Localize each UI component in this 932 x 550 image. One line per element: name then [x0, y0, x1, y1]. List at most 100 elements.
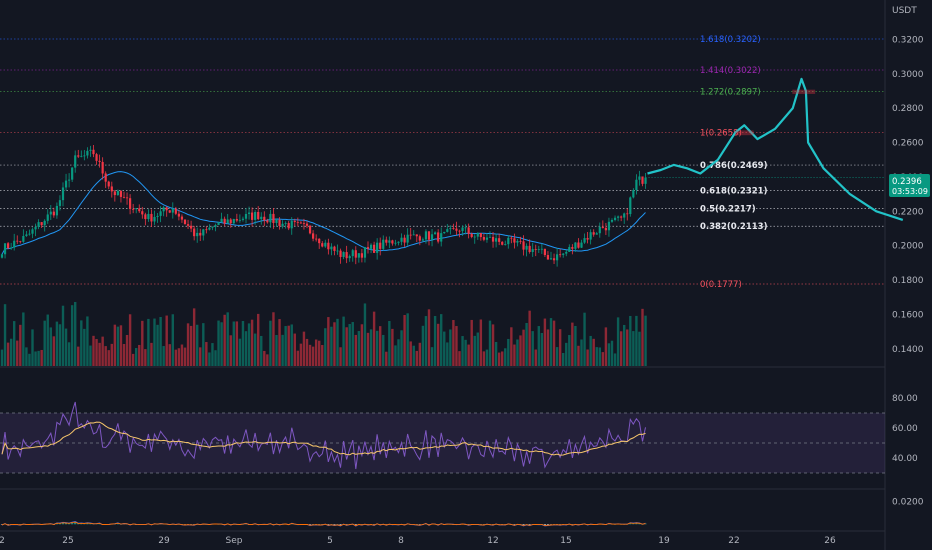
candle-body — [434, 232, 437, 235]
macd-histogram-bar — [373, 524, 376, 526]
volume-bar — [360, 324, 364, 366]
candle-body — [281, 223, 284, 226]
candle-body — [324, 242, 327, 247]
candle-body — [202, 229, 205, 236]
candle-body — [638, 176, 641, 180]
volume-bar — [89, 345, 92, 366]
candle-body — [568, 247, 571, 252]
candle-body — [25, 234, 28, 236]
candle-body — [16, 240, 19, 242]
volume-bar — [104, 346, 107, 366]
volume-bar — [95, 339, 98, 366]
candle-body — [31, 229, 34, 234]
candle-body — [641, 176, 644, 184]
candle-body — [495, 238, 498, 242]
candle-body — [217, 222, 220, 225]
candle-body — [89, 149, 92, 151]
current-price-badge — [889, 174, 930, 197]
candle-body — [345, 252, 348, 259]
volume-bar — [375, 330, 379, 366]
volume-bar — [9, 338, 13, 366]
volume-bar — [494, 341, 498, 366]
candles[interactable] — [0, 145, 647, 267]
candle-body — [604, 227, 607, 231]
volume-bar — [272, 312, 275, 366]
candle-body — [254, 212, 257, 220]
price-tick-label: 0.1800 — [892, 276, 924, 286]
volume-bar — [217, 320, 220, 366]
volume-bar — [223, 314, 226, 366]
candle-body — [144, 214, 147, 220]
price-tick-label: 0.1600 — [892, 310, 924, 320]
candle-body — [171, 208, 174, 213]
candle-body — [196, 232, 199, 237]
volume-bar — [199, 347, 202, 366]
candle-body — [168, 210, 171, 213]
volume-bar — [357, 331, 361, 366]
candle-body — [211, 226, 214, 228]
volume-bar — [610, 340, 614, 366]
candle-body — [519, 240, 522, 242]
volume-bar — [635, 315, 638, 366]
volume-bar — [61, 305, 65, 366]
volume-bar — [418, 342, 422, 366]
volume-bar — [616, 317, 620, 366]
macd-histogram-bar — [333, 524, 336, 526]
volume-bar — [403, 315, 406, 366]
volume-bar — [98, 342, 101, 366]
volume-bar — [202, 323, 205, 366]
volume-bar — [342, 316, 345, 366]
candle-body — [552, 258, 556, 261]
volume-bar — [31, 329, 34, 366]
volume-bar — [433, 316, 437, 366]
volume-bar — [19, 324, 22, 366]
candle-body — [287, 223, 290, 229]
volume-bar — [287, 325, 290, 366]
volume-bar — [540, 332, 544, 366]
candle-body — [586, 238, 589, 240]
candle-body — [385, 239, 388, 243]
macd-histogram-bar — [345, 524, 348, 526]
volume-bar — [269, 320, 272, 366]
volume-bar — [324, 328, 327, 366]
volume-bar — [46, 314, 49, 366]
projection-path — [647, 77, 904, 221]
candle-body — [132, 208, 135, 210]
volume-bar — [501, 351, 504, 366]
price-tick-label: 0.2600 — [892, 139, 924, 149]
candle-body — [10, 247, 13, 249]
candle-body — [363, 247, 367, 258]
candle-body — [43, 220, 46, 226]
candle-body — [40, 222, 43, 226]
volume-bar — [3, 304, 7, 366]
volume-bar — [168, 344, 171, 366]
volume-bar — [290, 324, 293, 366]
candle-body — [104, 173, 107, 182]
candle-body — [635, 179, 638, 191]
volume-bars — [0, 301, 647, 366]
volume-bar — [476, 332, 479, 366]
candle-body — [275, 219, 278, 223]
volume-bar — [74, 301, 77, 366]
candle-body — [534, 249, 537, 250]
volume-bar — [406, 313, 409, 366]
volume-bar — [607, 343, 611, 366]
candle-body — [488, 236, 492, 238]
candle-body — [13, 240, 16, 248]
macd-histogram-bar — [354, 524, 357, 526]
projection-drawing[interactable] — [647, 77, 904, 221]
volume-bar — [77, 346, 80, 366]
volume-bar — [92, 335, 95, 366]
moving-average — [1, 171, 885, 255]
volume-bar — [250, 319, 254, 366]
candle-body — [34, 226, 37, 230]
candle-body — [562, 253, 565, 255]
time-axis[interactable]: 2 25 29 Sep 5 8 12 15 19 22 26 — [0, 530, 885, 546]
time-tick-label: 22 — [728, 536, 739, 546]
macd-histogram-bar — [513, 524, 516, 526]
candle-body — [339, 250, 342, 257]
volume-bar — [241, 320, 245, 366]
candle-body — [284, 223, 287, 224]
candle-body — [400, 237, 403, 242]
